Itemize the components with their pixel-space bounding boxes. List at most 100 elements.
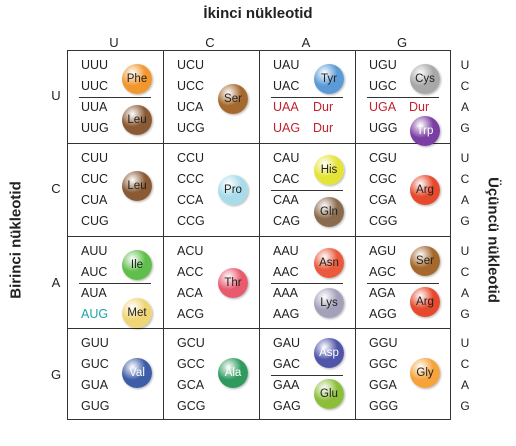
codon-ccu: CCU [177,151,205,165]
amino-acid-asn: Asn [314,248,344,278]
codon-cgc: CGC [369,172,397,186]
codon-cuu: CUU [81,151,109,165]
codon-uau: UAU [273,58,300,72]
codon-guc: GUC [81,357,109,371]
amino-acid-ala: Ala [218,358,248,388]
amino-acid-leu: Leu [122,171,152,201]
second-base-u: U [109,35,119,50]
codon-uua: UUA [81,100,108,114]
amino-acid-leu: Leu [122,105,152,135]
codon-ucu: UCU [177,58,205,72]
codon-cug: CUG [81,214,109,228]
codon-agu: AGU [369,244,397,258]
codon-ucg: UCG [177,121,205,135]
codon-aag: AAG [273,307,300,321]
grid-divider [163,50,164,420]
codon-caa: CAA [273,193,299,207]
amino-acid-tyr: Tyr [314,64,344,94]
codon-uuu: UUU [81,58,109,72]
codon-uug: UUG [81,121,109,135]
codon-acg: ACG [177,307,205,321]
codon-ggc: GGC [369,357,398,371]
third-base-a: A [460,286,469,300]
codon-ccc: CCC [177,172,205,186]
codon-aca: ACA [177,286,203,300]
codon-cac: CAC [273,172,300,186]
codon-uga: UGA [369,100,397,114]
codon-aga: AGA [369,286,396,300]
codon-gau: GAU [273,336,301,350]
amino-acid-his: His [314,155,344,185]
grid-divider [67,143,451,144]
first-base-c: C [51,181,61,196]
third-base-c: C [460,172,470,186]
codon-auc: AUC [81,265,108,279]
third-nucleotide-title: Üçüncü nükleotid [484,177,502,303]
grid-divider [259,50,260,420]
first-base-u: U [51,88,61,103]
third-base-a: A [460,378,469,392]
amino-acid-val: Val [122,358,152,388]
codon-auu: AUU [81,244,108,258]
first-nucleotide-title: Birinci nükleotid [7,181,25,299]
codon-gcu: GCU [177,336,205,350]
third-base-u: U [460,58,470,72]
codon-aua: AUA [81,286,107,300]
codon-group-separator [367,283,439,284]
amino-acid-ile: Ile [122,250,152,280]
codon-uac: UAC [273,79,300,93]
codon-guu: GUU [81,336,109,350]
codon-group-separator [79,283,151,284]
codon-cca: CCA [177,193,204,207]
codon-gga: GGA [369,378,397,392]
codon-aac: AAC [273,265,299,279]
third-base-g: G [460,214,470,228]
amino-acid-glu: Glu [314,379,344,409]
codon-group-separator [271,190,343,191]
amino-acid-met: Met [122,298,152,328]
codon-ggg: GGG [369,399,399,413]
codon-cua: CUA [81,193,108,207]
third-base-g: G [460,307,470,321]
second-base-g: G [396,35,408,50]
codon-gac: GAC [273,357,301,371]
codon-cgg: CGG [369,214,398,228]
stop-label: Dur [313,100,334,114]
third-base-a: A [460,100,469,114]
grid-divider [67,328,451,329]
codon-gag: GAG [273,399,301,413]
codon-agc: AGC [369,265,397,279]
third-base-c: C [460,265,470,279]
codon-group-separator [271,375,343,376]
second-nucleotide-title: İkinci nükleotid [203,5,313,22]
codon-ccg: CCG [177,214,205,228]
codon-cga: CGA [369,193,397,207]
amino-acid-trp: Trp [410,116,440,146]
amino-acid-thr: Thr [218,268,248,298]
amino-acid-pro: Pro [218,175,248,205]
codon-ugu: UGU [369,58,397,72]
codon-gug: GUG [81,399,110,413]
codon-gcc: GCC [177,357,205,371]
first-base-g: G [50,367,62,382]
third-base-a: A [460,193,469,207]
codon-cau: CAU [273,151,300,165]
grid-divider [67,236,451,237]
codon-aau: AAU [273,244,299,258]
amino-acid-phe: Phe [122,64,152,94]
codon-uag: UAG [273,121,301,135]
codon-uuc: UUC [81,79,109,93]
codon-aug: AUG [81,307,109,321]
codon-group-separator [271,97,343,98]
codon-ggu: GGU [369,336,398,350]
amino-acid-lys: Lys [314,288,344,318]
codon-uca: UCA [177,100,204,114]
codon-cuc: CUC [81,172,109,186]
codon-group-separator [271,283,343,284]
third-base-c: C [460,357,470,371]
codon-ugg: UGG [369,121,398,135]
amino-acid-ser: Ser [218,84,248,114]
codon-aaa: AAA [273,286,299,300]
amino-acid-arg: Arg [410,287,440,317]
codon-group-separator [79,97,151,98]
